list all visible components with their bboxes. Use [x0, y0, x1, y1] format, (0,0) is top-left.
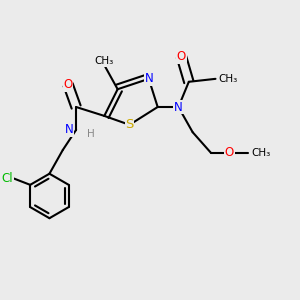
- Text: N: N: [65, 123, 74, 136]
- Text: S: S: [125, 118, 134, 131]
- Text: CH₃: CH₃: [94, 56, 113, 66]
- Text: H: H: [87, 129, 95, 139]
- Text: CH₃: CH₃: [218, 74, 238, 84]
- Text: CH₃: CH₃: [251, 148, 270, 158]
- Text: O: O: [177, 50, 186, 63]
- Text: Cl: Cl: [1, 172, 13, 185]
- Text: O: O: [225, 146, 234, 160]
- Text: N: N: [174, 100, 183, 113]
- Text: N: N: [144, 72, 153, 85]
- Text: O: O: [64, 78, 73, 91]
